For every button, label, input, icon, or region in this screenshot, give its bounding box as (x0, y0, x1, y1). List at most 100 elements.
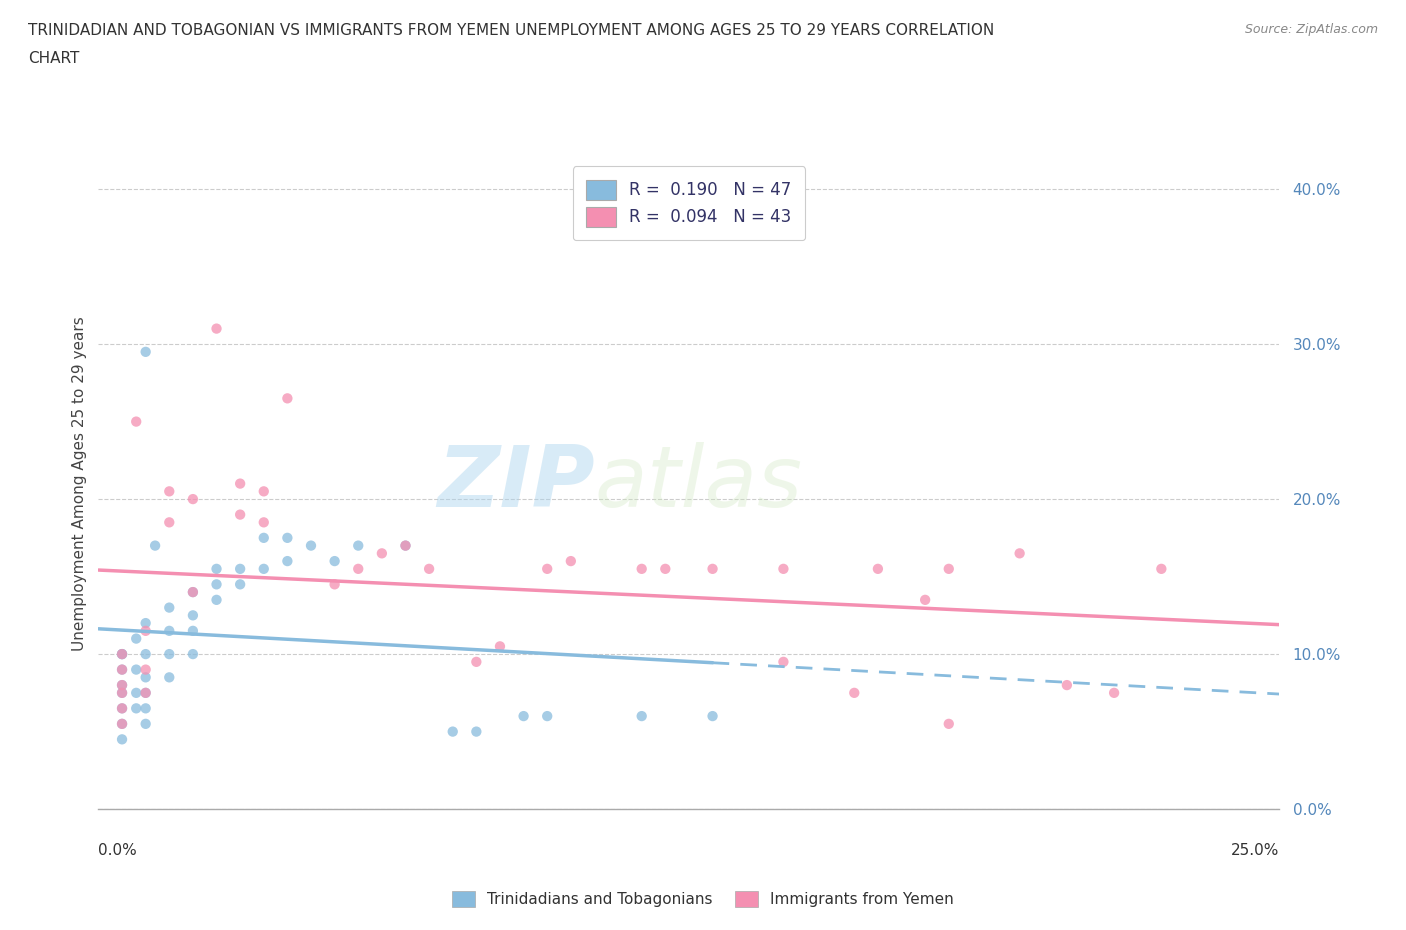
Point (772, 562, 794, 577)
Point (157, 484, 180, 498)
Text: Source: ZipAtlas.com: Source: ZipAtlas.com (1244, 23, 1378, 36)
Point (465, 724, 488, 739)
Point (111, 685, 134, 700)
Point (205, 562, 228, 577)
Point (125, 685, 148, 700)
Point (1008, 546, 1031, 561)
Point (181, 585, 204, 600)
Point (157, 646, 180, 661)
Point (181, 623, 204, 638)
Point (111, 646, 134, 661)
Text: TRINIDADIAN AND TOBAGONIAN VS IMMIGRANTS FROM YEMEN UNEMPLOYMENT AMONG AGES 25 T: TRINIDADIAN AND TOBAGONIAN VS IMMIGRANTS… (28, 23, 994, 38)
Point (866, 562, 889, 577)
Point (394, 538, 416, 553)
Point (135, 344, 157, 359)
Point (205, 577, 228, 591)
Point (111, 646, 134, 661)
Point (489, 639, 512, 654)
Point (111, 678, 134, 693)
Point (135, 701, 157, 716)
Point (394, 538, 416, 553)
Point (157, 670, 180, 684)
Point (536, 709, 558, 724)
Point (772, 655, 794, 670)
Point (125, 414, 148, 429)
Point (229, 562, 252, 577)
Point (135, 670, 157, 684)
Legend: Trinidadians and Tobagonians, Immigrants from Yemen: Trinidadians and Tobagonians, Immigrants… (446, 884, 960, 913)
Point (844, 685, 866, 700)
Point (125, 701, 148, 716)
Point (560, 553, 582, 568)
Point (181, 492, 204, 507)
Point (418, 562, 440, 577)
Point (205, 321, 228, 336)
Point (111, 662, 134, 677)
Point (702, 709, 724, 724)
Point (536, 562, 558, 577)
Point (276, 553, 298, 568)
Point (181, 585, 204, 600)
Point (630, 562, 652, 577)
Point (253, 484, 276, 498)
Point (938, 716, 960, 731)
Point (111, 646, 134, 661)
Text: atlas: atlas (595, 442, 803, 525)
Point (157, 600, 180, 615)
Point (441, 724, 464, 739)
Point (276, 391, 298, 405)
Point (157, 515, 180, 530)
Point (914, 592, 936, 607)
Point (299, 538, 322, 553)
Point (512, 709, 534, 724)
Point (143, 538, 166, 553)
Point (135, 646, 157, 661)
Point (111, 662, 134, 677)
Point (111, 701, 134, 716)
Point (205, 592, 228, 607)
Text: ZIP: ZIP (437, 442, 595, 525)
Point (347, 562, 370, 577)
Text: CHART: CHART (28, 51, 80, 66)
Point (111, 678, 134, 693)
Point (125, 662, 148, 677)
Point (111, 732, 134, 747)
Point (111, 716, 134, 731)
Point (229, 577, 252, 591)
Text: 25.0%: 25.0% (1232, 844, 1279, 858)
Point (253, 515, 276, 530)
Point (181, 646, 204, 661)
Point (1056, 678, 1078, 693)
Y-axis label: Unemployment Among Ages 25 to 29 years: Unemployment Among Ages 25 to 29 years (72, 316, 87, 651)
Point (347, 538, 370, 553)
Point (938, 562, 960, 577)
Point (135, 685, 157, 700)
Text: 0.0%: 0.0% (98, 844, 138, 858)
Point (253, 530, 276, 545)
Point (276, 530, 298, 545)
Point (229, 476, 252, 491)
Point (323, 577, 346, 591)
Point (630, 709, 652, 724)
Point (157, 623, 180, 638)
Point (135, 623, 157, 638)
Point (1150, 562, 1173, 577)
Point (1102, 685, 1125, 700)
Point (111, 701, 134, 716)
Point (135, 616, 157, 631)
Point (229, 507, 252, 522)
Point (135, 716, 157, 731)
Point (111, 685, 134, 700)
Point (323, 553, 346, 568)
Point (181, 608, 204, 623)
Point (253, 562, 276, 577)
Point (702, 562, 724, 577)
Point (371, 546, 394, 561)
Point (654, 562, 676, 577)
Point (111, 716, 134, 731)
Point (135, 685, 157, 700)
Point (135, 662, 157, 677)
Point (465, 655, 488, 670)
Point (125, 631, 148, 646)
Legend: R =  0.190   N = 47, R =  0.094   N = 43: R = 0.190 N = 47, R = 0.094 N = 43 (572, 166, 806, 241)
